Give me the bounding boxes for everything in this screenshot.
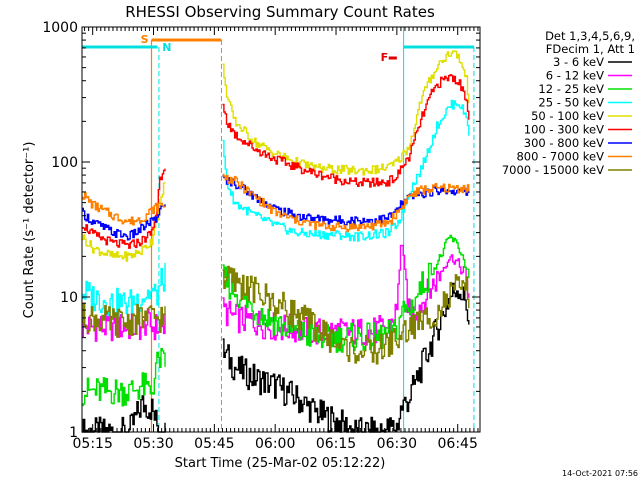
legend-entry-label: 800 - 7000 keV [516,150,604,164]
x-tick-label: 05:30 [133,436,173,452]
series-line [82,263,166,317]
series-line [82,348,166,407]
flare-flag-label: F [381,51,389,64]
series-line [82,303,166,338]
night-flag-label: N [162,41,171,54]
x-axis-label: Start Time (25-Mar-02 05:12:22) [175,456,386,471]
x-tick-label: 05:45 [194,436,234,452]
series-line [82,168,166,249]
legend-entry-label: 3 - 6 keV [553,55,604,69]
x-tick-label: 06:45 [438,436,478,452]
x-axis: 05:15 05:30 05:45 06:00 06:15 06:30 06:45 [73,27,479,452]
series-line [222,50,470,176]
y-axis-label: Count Rate (s⁻¹ detector⁻¹) [22,142,37,319]
legend-entry-label: 7000 - 15000 keV [502,163,604,177]
plot-area: SN F [82,27,475,433]
legend: Det 1,3,4,5,6,9,FDecim 1, Att 13 - 6 keV… [502,29,635,177]
chart-title: RHESSI Observing Summary Count Rates [125,3,435,21]
series-line [222,265,470,365]
legend-header: Det 1,3,4,5,6,9, [545,29,635,43]
x-tick-label: 05:15 [73,436,113,452]
series-line [222,234,470,353]
x-tick-label: 06:15 [316,436,356,452]
plot-frame [81,26,481,433]
series-line [222,74,470,188]
y-tick-label: 10 [60,290,78,306]
y-axis: 1 10 100 1000 [42,20,480,441]
series-line [82,192,166,226]
saa-flag-label: S [141,33,149,46]
y-tick-label: 1000 [42,20,78,36]
legend-entry-label: 6 - 12 keV [546,69,604,83]
x-tick-label: 06:30 [377,436,417,452]
legend-entry-label: 50 - 100 keV [531,109,604,123]
series-line [222,282,470,433]
series-line [82,204,166,241]
legend-entry-label: 300 - 800 keV [524,136,604,150]
series-line [82,182,166,262]
series-line [222,173,470,233]
timestamp: 14-Oct-2021 07:56 [562,469,638,478]
y-tick-label: 1 [69,425,78,441]
legend-entry-label: 100 - 300 keV [524,123,604,137]
y-tick-label: 100 [51,155,78,171]
series-line [222,99,470,242]
legend-header: FDecim 1, Att 1 [546,42,635,56]
legend-entry-label: 25 - 50 keV [538,96,604,110]
legend-entry-label: 12 - 25 keV [538,82,604,96]
x-tick-label: 06:00 [255,436,295,452]
series-line [82,395,166,433]
